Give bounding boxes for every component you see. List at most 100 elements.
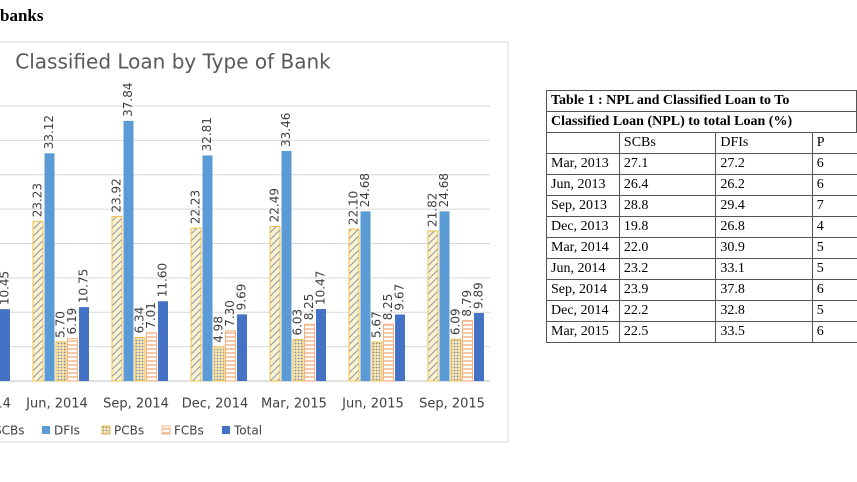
data-label: 7.01 — [144, 302, 158, 329]
data-label: 22.49 — [268, 188, 282, 222]
bar — [146, 332, 157, 382]
table-cell: Dec, 2014 — [546, 300, 620, 322]
data-label: 32.81 — [200, 117, 214, 151]
bar — [348, 228, 360, 382]
bar — [269, 225, 281, 382]
table-title: Table 1 : NPL and Classified Loan to To — [546, 90, 857, 112]
data-label: 11.60 — [156, 263, 170, 297]
table-cell: 5 — [811, 237, 857, 259]
table-cell: Dec, 2013 — [546, 216, 620, 238]
data-label: 6.19 — [65, 308, 79, 335]
data-label: 5.67 — [370, 311, 384, 338]
table-row: Sep, 2013 28.8 29.4 7 — [546, 195, 857, 217]
x-tick-label: Sep, 2014 — [103, 397, 169, 412]
bar — [304, 323, 315, 382]
table-cell: 19.8 — [618, 216, 717, 238]
data-label: 33.12 — [42, 115, 56, 149]
table-cell: 7 — [811, 195, 857, 217]
table-cell: 32.8 — [715, 300, 813, 322]
bar — [190, 227, 202, 382]
table-cell: 6 — [811, 321, 857, 343]
data-label: 8.79 — [460, 290, 474, 317]
table-cell — [546, 132, 620, 154]
page-heading: banks — [0, 6, 44, 25]
bar — [0, 309, 10, 381]
bar — [450, 338, 462, 382]
bar — [316, 309, 326, 381]
table-cell: 29.4 — [715, 195, 813, 217]
table-cell: 4 — [811, 216, 857, 238]
table-cell: 6 — [811, 279, 857, 301]
bar — [44, 153, 55, 381]
table-cell: 22.5 — [618, 321, 717, 343]
bar — [79, 307, 89, 381]
table-row: Jun, 2014 23.2 33.1 5 — [546, 258, 857, 280]
table-cell: 30.9 — [715, 237, 813, 259]
legend-label: Total — [233, 424, 262, 438]
chart: Classified Loan by Type of Bank Mar, 201… — [0, 41, 509, 443]
table-cell: 26.8 — [715, 216, 813, 238]
bar — [462, 320, 473, 382]
table-cell: 6 — [811, 174, 857, 196]
bar — [360, 211, 371, 381]
table-cell: 22.0 — [618, 237, 717, 259]
bar — [395, 314, 405, 381]
x-tick-label: Mar, 2014 — [0, 397, 11, 412]
x-tick-label: Dec, 2014 — [182, 397, 249, 412]
bar — [67, 337, 78, 382]
table-row: Mar, 2013 27.1 27.2 6 — [546, 153, 857, 175]
legend-label: FCBs — [174, 424, 204, 438]
bar — [202, 155, 213, 381]
legend-swatch — [161, 425, 171, 435]
data-label: 10.45 — [0, 271, 12, 305]
data-label: 22.23 — [189, 190, 203, 224]
table-cell: 28.8 — [618, 195, 717, 217]
bar — [292, 339, 304, 382]
data-label: 9.89 — [472, 282, 486, 309]
table-row: Mar, 2014 22.0 30.9 5 — [546, 237, 857, 259]
legend-label: PCBs — [114, 424, 144, 438]
table-cell: 23.2 — [618, 258, 717, 280]
table-cell: Mar, 2015 — [546, 321, 620, 343]
legend-swatch — [42, 426, 50, 434]
table-cell: 5 — [811, 258, 857, 280]
bar — [55, 341, 67, 382]
table-cell: 33.5 — [715, 321, 813, 343]
table-cell: 27.1 — [618, 153, 717, 175]
data-label: 9.69 — [235, 284, 249, 311]
bar — [213, 346, 225, 382]
x-tick-label: Mar, 2015 — [261, 397, 327, 412]
data-label: 24.68 — [358, 173, 372, 207]
table-row: SCBs DFIs P — [546, 132, 857, 154]
legend-label: DFIs — [54, 424, 80, 438]
data-label: 6.03 — [291, 309, 305, 336]
table-cell: 6 — [811, 153, 857, 175]
data-label: 4.98 — [212, 316, 226, 343]
data-label: 22.10 — [347, 191, 361, 225]
data-label: 10.75 — [77, 269, 91, 303]
table-cell: 26.2 — [715, 174, 813, 196]
bar — [158, 301, 168, 381]
table-cell: DFIs — [715, 132, 813, 154]
table-row: Sep, 2014 23.9 37.8 6 — [546, 279, 857, 301]
bar — [474, 313, 484, 381]
table-cell: Mar, 2014 — [546, 237, 620, 259]
table-cell: Jun, 2013 — [546, 174, 620, 196]
legend-swatch — [101, 425, 111, 435]
data-label: 7.30 — [223, 300, 237, 327]
table-cell: 27.2 — [715, 153, 813, 175]
table-cell: Sep, 2013 — [546, 195, 620, 217]
table-cell: Sep, 2014 — [546, 279, 620, 301]
data-label: 10.47 — [314, 271, 328, 305]
data-label: 6.34 — [133, 307, 147, 334]
data-label: 33.46 — [279, 113, 293, 147]
data-label: 9.67 — [393, 284, 407, 311]
table-row: Jun, 2013 26.4 26.2 6 — [546, 174, 857, 196]
table-cell: 5 — [811, 300, 857, 322]
x-tick-label: Sep, 2015 — [419, 397, 485, 412]
data-label: 21.82 — [426, 193, 440, 227]
data-label: 23.23 — [31, 183, 45, 217]
table-cell: 33.1 — [715, 258, 813, 280]
table-cell: 22.2 — [618, 300, 717, 322]
